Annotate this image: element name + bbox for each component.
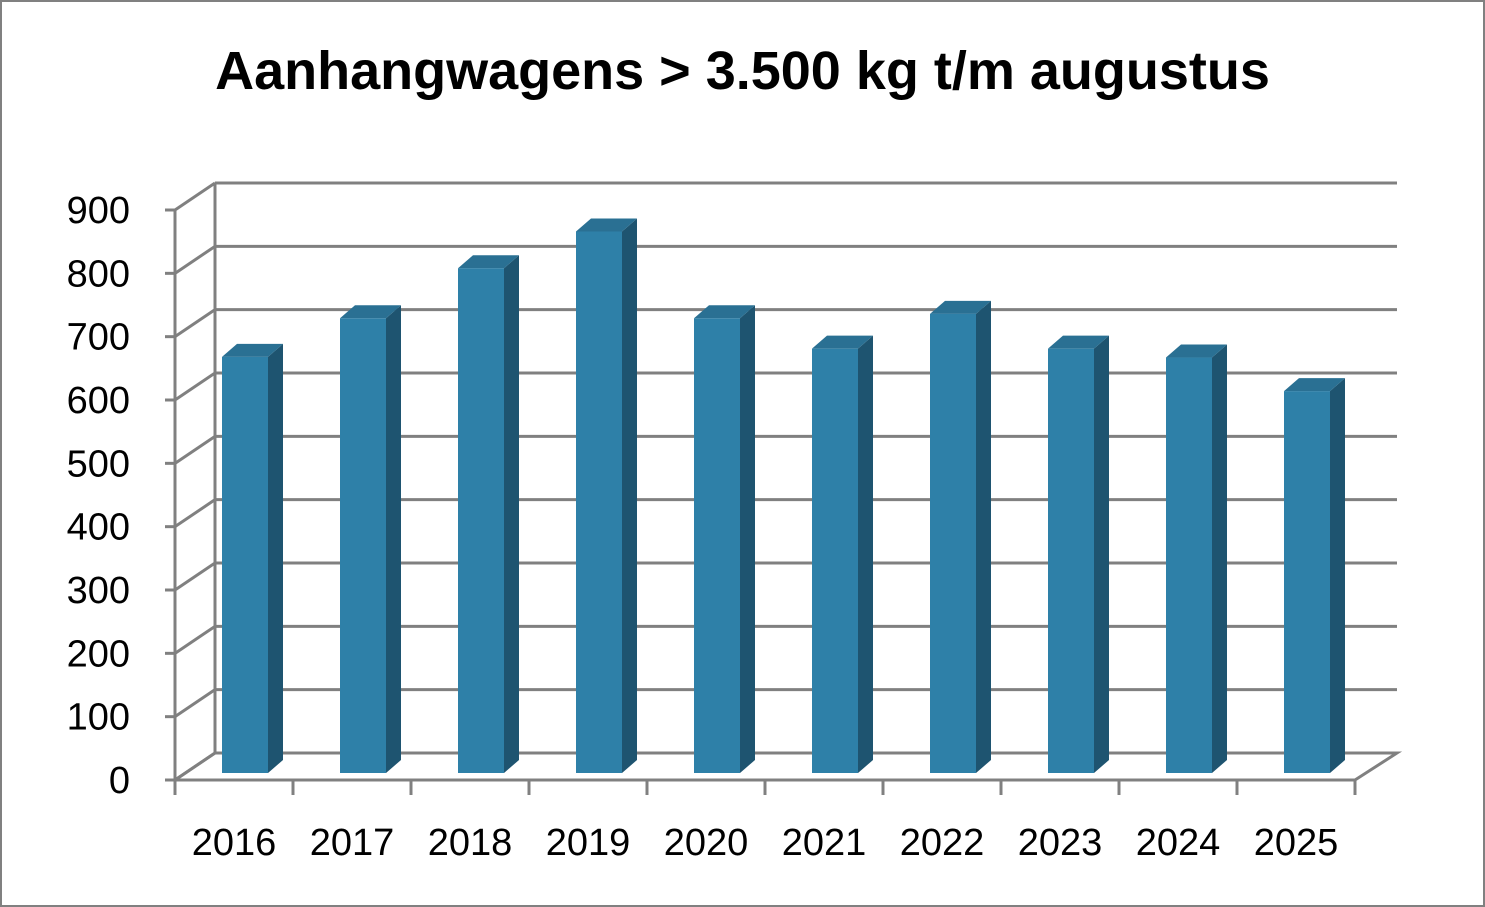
y-tick-label: 0 — [109, 760, 130, 802]
gridline-side — [174, 688, 216, 718]
y-tick-label: 800 — [67, 253, 130, 295]
gridline-side — [174, 435, 216, 465]
bar-2022 — [930, 313, 976, 773]
bar-top — [930, 300, 991, 314]
bar-top — [1048, 335, 1109, 349]
bar-side — [858, 335, 873, 773]
bar-top — [694, 305, 755, 319]
x-tick-label: 2025 — [1254, 822, 1339, 864]
bar-top — [458, 255, 519, 269]
bar-2019 — [576, 231, 622, 773]
bar-2021 — [812, 348, 858, 773]
y-tick-label: 300 — [67, 570, 130, 612]
bar-2023 — [1048, 348, 1094, 773]
bar-side — [1094, 335, 1109, 773]
bar-top — [1284, 378, 1345, 392]
y-tick-label: 400 — [67, 507, 130, 549]
y-tick-label: 100 — [67, 697, 130, 739]
y-tick-label: 900 — [67, 190, 130, 232]
y-tick-label: 600 — [67, 380, 130, 422]
gridline-side — [174, 245, 216, 275]
gridline-side — [174, 498, 216, 528]
bar-2016 — [222, 356, 268, 773]
bar-side — [386, 305, 401, 773]
x-tick-label: 2017 — [310, 822, 395, 864]
x-tick-label: 2022 — [900, 822, 985, 864]
bar-top — [576, 218, 637, 232]
bar-side — [504, 255, 519, 773]
bar-top — [222, 343, 283, 357]
bar-side — [740, 305, 755, 773]
x-tick-label: 2016 — [192, 822, 277, 864]
bar-top — [812, 335, 873, 349]
bar-side — [268, 343, 283, 773]
x-tick-label: 2023 — [1018, 822, 1103, 864]
bar-top — [1166, 344, 1227, 358]
y-tick-label: 700 — [67, 317, 130, 359]
x-tick-label: 2019 — [546, 822, 631, 864]
bar-2020 — [694, 318, 740, 773]
x-tick-label: 2024 — [1136, 822, 1221, 864]
bar-2024 — [1166, 357, 1212, 773]
gridline-side — [174, 308, 216, 338]
bar-2025 — [1284, 391, 1330, 773]
bar-top — [340, 305, 401, 319]
gridline-side — [174, 625, 216, 655]
bar-2017 — [340, 318, 386, 773]
gridline-side — [174, 371, 216, 402]
x-tick-label: 2018 — [428, 822, 513, 864]
x-tick-label: 2021 — [782, 822, 867, 864]
gridline-side — [174, 181, 216, 212]
bar-side — [1330, 378, 1345, 773]
floor-outline — [174, 751, 1403, 782]
gridline-side — [174, 561, 216, 592]
x-tick-label: 2020 — [664, 822, 749, 864]
bar-side — [622, 218, 637, 773]
y-tick-label: 200 — [67, 633, 130, 675]
chart-title: Aanhangwagens > 3.500 kg t/m augustus — [215, 41, 1270, 101]
bar-side — [1212, 344, 1227, 773]
bar-2018 — [458, 268, 504, 773]
bar-side — [976, 300, 991, 773]
y-tick-label: 500 — [67, 443, 130, 485]
